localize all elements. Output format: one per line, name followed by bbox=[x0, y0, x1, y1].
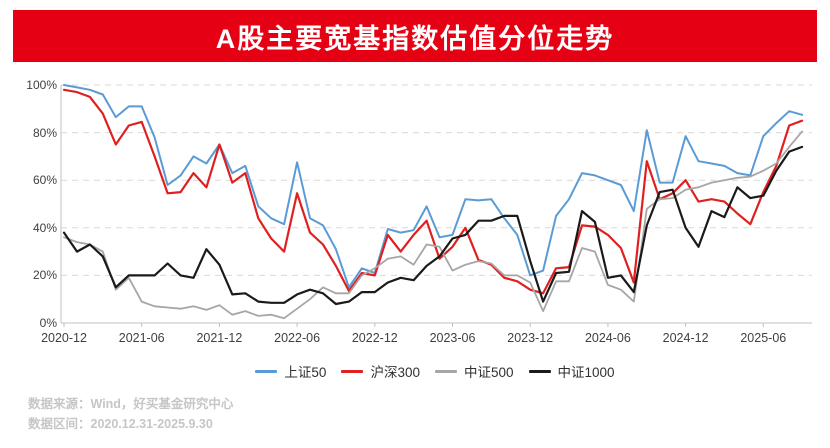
data-source-note: 数据来源：Wind，好买基金研究中心 bbox=[28, 397, 234, 411]
legend-label: 上证50 bbox=[284, 365, 327, 380]
x-tick-label-2025-06: 2025-06 bbox=[740, 331, 787, 345]
legend-item-上证50: 上证50 bbox=[255, 361, 326, 381]
legend-item-中证1000: 中证1000 bbox=[528, 361, 615, 381]
legend-label: 沪深300 bbox=[370, 365, 420, 380]
legend-item-沪深300: 沪深300 bbox=[341, 361, 420, 381]
x-tick-label-2022-06: 2022-06 bbox=[274, 331, 321, 345]
x-tick-label-2024-06: 2024-06 bbox=[584, 331, 631, 345]
legend-label: 中证1000 bbox=[557, 365, 615, 380]
y-tick-label-40: 40% bbox=[32, 220, 57, 235]
footer-notes: 数据来源：Wind，好买基金研究中心 数据区间：2020.12.31-2025.… bbox=[28, 394, 233, 434]
data-range-note: 数据区间：2020.12.31-2025.9.30 bbox=[28, 417, 213, 431]
x-tick-label-2023-12: 2023-12 bbox=[507, 331, 554, 345]
legend-line-icon bbox=[434, 369, 457, 373]
legend-line-icon bbox=[255, 369, 278, 373]
series-line-中证500 bbox=[63, 130, 803, 320]
legend-item-中证500: 中证500 bbox=[434, 361, 514, 381]
chart-legend: 上证50 沪深300 中证500 中证1000 bbox=[0, 361, 830, 381]
y-tick-label-0: 0% bbox=[39, 316, 57, 330]
series-line-沪深300 bbox=[62, 88, 804, 295]
x-tick-label-2021-12: 2021-12 bbox=[196, 331, 243, 345]
x-tick-label-2023-06: 2023-06 bbox=[429, 331, 476, 345]
legend-label: 中证500 bbox=[463, 365, 514, 380]
legend-line-icon bbox=[341, 369, 364, 373]
legend-line-icon bbox=[528, 369, 551, 373]
x-tick-label-2021-06: 2021-06 bbox=[118, 331, 165, 345]
page-title: A股主要宽基指数估值分位走势 bbox=[215, 23, 615, 54]
valuation-percentile-chart bbox=[60, 84, 812, 327]
x-tick-label-2024-12: 2024-12 bbox=[662, 331, 709, 345]
y-tick-label-20: 20% bbox=[32, 268, 57, 283]
series-line-上证50 bbox=[63, 84, 804, 289]
x-tick-label-2022-12: 2022-12 bbox=[351, 331, 398, 345]
y-tick-label-60: 60% bbox=[32, 173, 57, 188]
x-tick-label-2020-12: 2020-12 bbox=[41, 331, 87, 345]
series-line-中证1000 bbox=[62, 145, 804, 306]
y-tick-label-80: 80% bbox=[32, 125, 57, 140]
title-banner: A股主要宽基指数估值分位走势 bbox=[13, 10, 817, 62]
y-tick-label-100: 100% bbox=[26, 78, 57, 92]
